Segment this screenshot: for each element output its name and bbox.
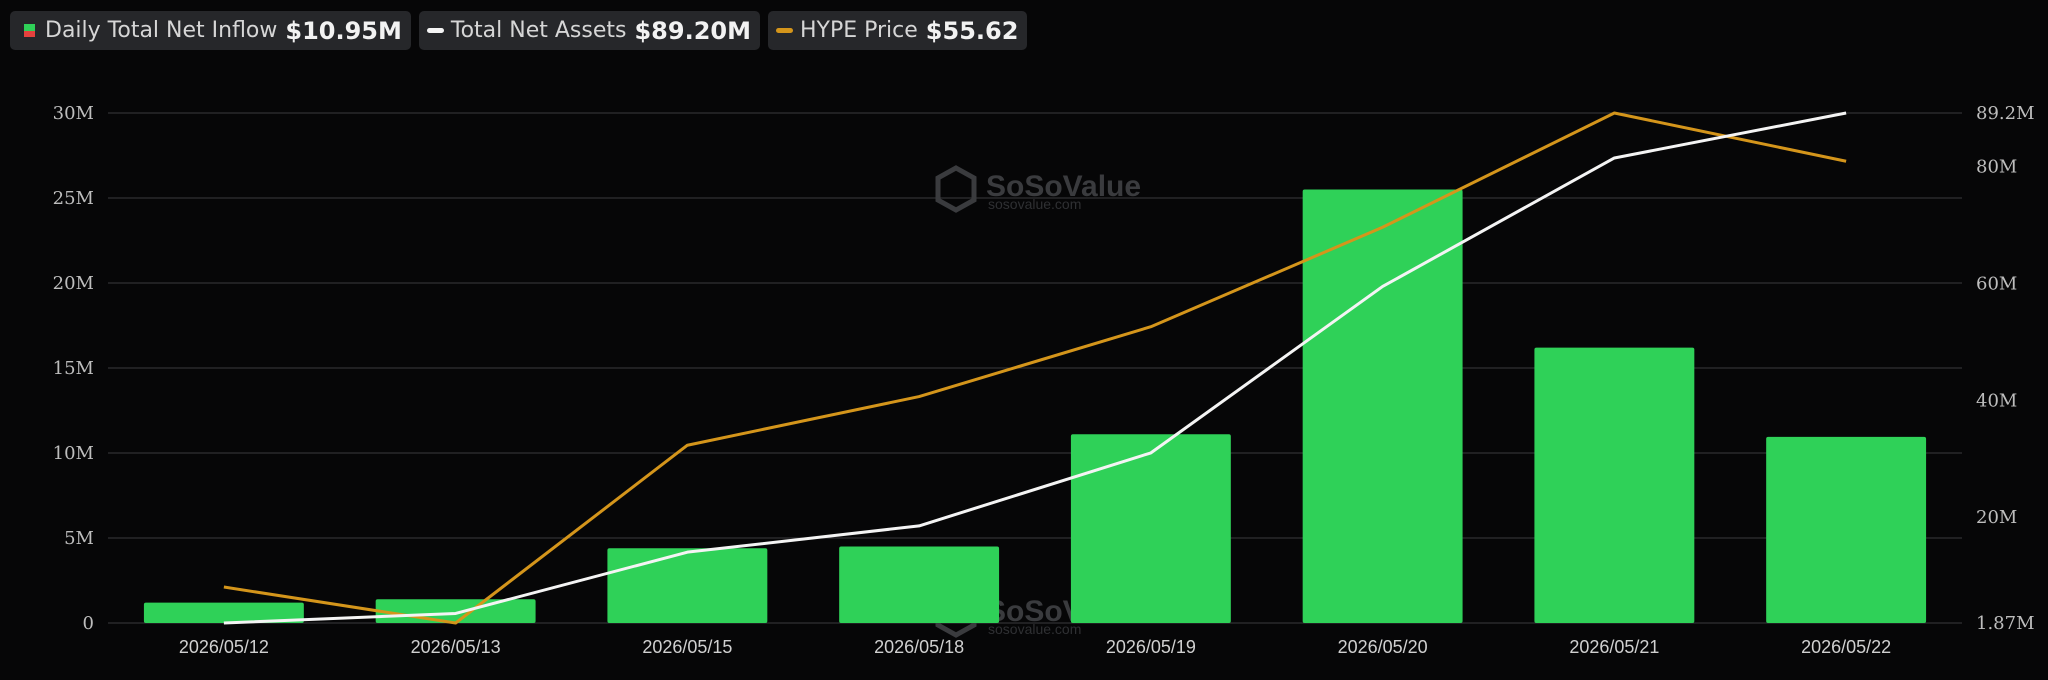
watermark-top-name: SoSoValue	[986, 170, 1141, 203]
legend-item-inflow[interactable]: Daily Total Net Inflow $10.95M	[10, 11, 411, 50]
right-axis-ticks: 1.87M 20M 40M 60M 80M 89.2M	[1976, 103, 2035, 634]
right-axis-tick-label: 20M	[1976, 507, 2017, 528]
inflow-bar[interactable]	[375, 599, 536, 623]
x-axis-tick-label: 2026/05/15	[642, 637, 732, 657]
legend: Daily Total Net Inflow $10.95M Total Net…	[10, 11, 1028, 50]
left-axis-tick-label: 10M	[53, 443, 94, 464]
left-axis-tick-label: 25M	[53, 188, 94, 209]
right-axis-tick-label: 40M	[1976, 390, 2017, 411]
inflow-bar[interactable]	[607, 548, 768, 623]
price-line[interactable]	[223, 111, 1847, 625]
watermark-top-url: sosovalue.com	[988, 196, 1081, 212]
assets-swatch-icon	[426, 28, 444, 33]
x-axis-tick-label: 2026/05/22	[1801, 637, 1891, 657]
legend-price-value: $55.62	[925, 16, 1019, 45]
x-axis-tick-label: 2026/05/18	[874, 637, 964, 657]
right-axis-tick-label: 1.87M	[1976, 613, 2035, 634]
x-axis-tick-label: 2026/05/19	[1106, 637, 1196, 657]
legend-assets-label: Total Net Assets	[450, 18, 627, 43]
x-axis-tick-label: 2026/05/20	[1338, 637, 1428, 657]
right-axis-tick-label: 60M	[1976, 274, 2017, 295]
x-axis-ticks: 2026/05/12 2026/05/13 2026/05/15 2026/05/18…	[179, 637, 1891, 657]
inflow-bar[interactable]	[839, 546, 1000, 624]
x-axis-tick-label: 2026/05/12	[179, 637, 269, 657]
legend-inflow-label: Daily Total Net Inflow	[45, 18, 278, 43]
inflow-swatch-icon	[24, 24, 35, 37]
series-lines	[223, 111, 1847, 625]
left-axis-ticks: 0 5M 10M 15M 20M 25M 30M	[53, 103, 94, 634]
x-axis-tick-label: 2026/05/13	[411, 637, 501, 657]
inflow-bar[interactable]	[143, 602, 304, 623]
x-axis-tick-label: 2026/05/21	[1569, 637, 1659, 657]
left-axis-tick-label: 30M	[53, 103, 94, 124]
inflow-bar[interactable]	[1070, 434, 1231, 623]
watermark-logo-icon	[935, 165, 977, 213]
left-axis-tick-label: 15M	[53, 358, 94, 379]
inflow-bars	[143, 189, 1927, 624]
right-axis-tick-label: 89.2M	[1976, 103, 2035, 124]
price-swatch-icon	[775, 28, 793, 33]
legend-item-price[interactable]: HYPE Price $55.62	[767, 11, 1028, 50]
watermark-bottom-url: sosovalue.com	[988, 621, 1081, 637]
inflow-bar[interactable]	[1302, 189, 1463, 624]
left-axis-tick-label: 0	[83, 613, 94, 634]
legend-inflow-value: $10.95M	[285, 16, 402, 45]
right-axis-tick-label: 80M	[1976, 157, 2017, 178]
legend-item-assets[interactable]: Total Net Assets $89.20M	[418, 11, 760, 50]
left-axis-tick-label: 5M	[64, 528, 94, 549]
inflow-bar[interactable]	[1766, 436, 1927, 623]
assets-line[interactable]	[223, 111, 1847, 625]
legend-assets-value: $89.20M	[634, 16, 751, 45]
watermark-top: SoSoValue sosovalue.com	[935, 165, 1141, 213]
left-axis-tick-label: 20M	[53, 273, 94, 294]
legend-price-label: HYPE Price	[799, 18, 918, 43]
inflow-bar[interactable]	[1534, 347, 1695, 623]
